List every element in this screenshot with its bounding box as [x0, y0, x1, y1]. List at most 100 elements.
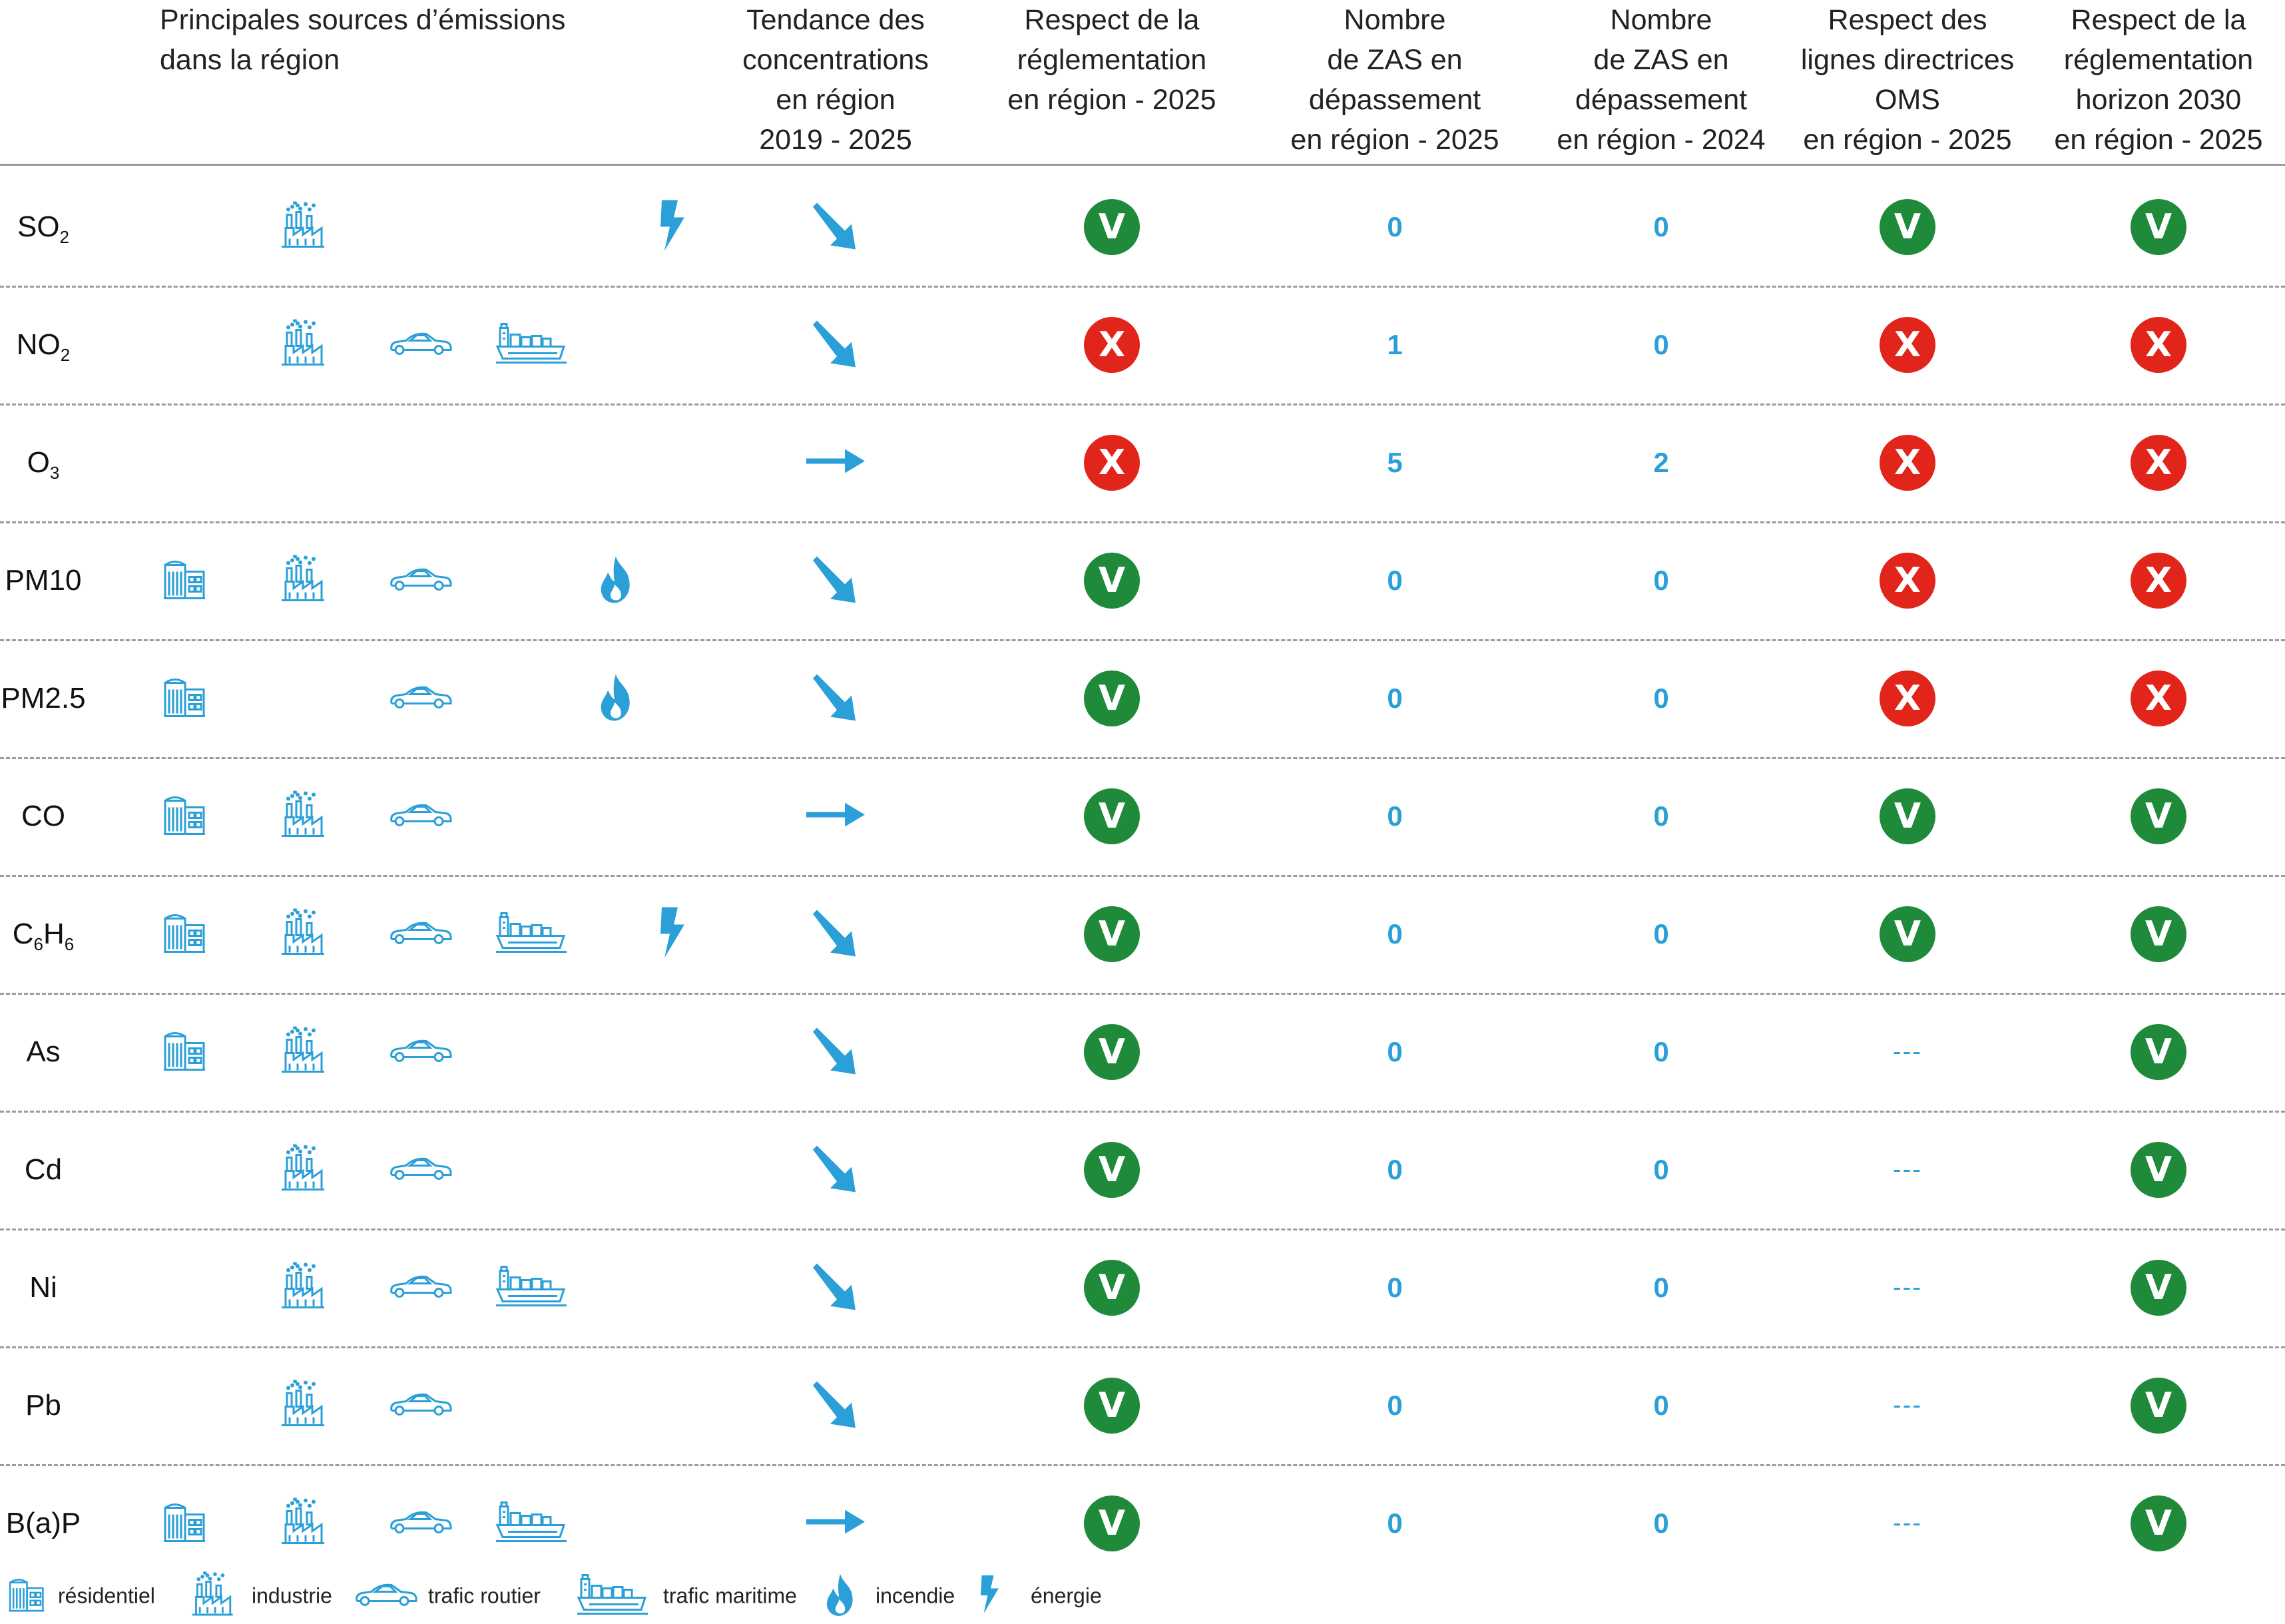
routier-icon	[387, 563, 454, 598]
trend-down-arrow-icon	[809, 1377, 862, 1434]
header-zas-2025-line: de ZAS en	[1327, 44, 1463, 76]
industrie-icon	[279, 1497, 327, 1549]
zas-2025-count: 0	[1387, 1035, 1403, 1067]
legend-industrie-icon	[190, 1571, 235, 1620]
row-divider	[0, 1111, 2285, 1113]
oms-fail-badge: X	[1880, 316, 1935, 373]
row-divider	[0, 1228, 2285, 1230]
horizon-2030-ok-badge: V	[2131, 788, 2186, 844]
industrie-icon	[279, 1143, 327, 1195]
header-sources: Principales sources d’émissions dans la …	[160, 0, 565, 80]
legend-residentiel-icon	[7, 1575, 47, 1618]
zas-2025-count: 5	[1387, 446, 1403, 478]
industrie-icon	[279, 790, 327, 842]
pollutant-name: NO2	[16, 328, 71, 365]
oms-fail-badge: X	[1880, 670, 1935, 726]
header-zas-2024-line: Nombre	[1610, 4, 1712, 36]
incendie-icon	[596, 553, 636, 607]
oms-not-applicable: ---	[1893, 1273, 1922, 1301]
header-sources-line: dans la région	[160, 44, 340, 76]
header-tendance-line: en région	[776, 84, 895, 116]
legend-label: industrie	[252, 1583, 332, 1608]
reglementation-ok-badge: V	[1084, 1259, 1140, 1316]
pollutant-name: Pb	[25, 1389, 61, 1422]
oms-fail-badge: X	[1880, 552, 1935, 609]
horizon-2030-ok-badge: V	[2131, 1495, 2186, 1551]
table-row: Cd V 0 0 --- V	[0, 1111, 2285, 1228]
horizon-2030-fail-badge: X	[2131, 434, 2186, 491]
pollutant-name: C6H6	[12, 918, 75, 954]
horizon-2030-ok-badge: V	[2131, 906, 2186, 962]
reglementation-ok-badge: V	[1084, 552, 1140, 609]
zas-2024-count: 0	[1653, 210, 1669, 242]
routier-icon	[387, 1152, 454, 1187]
header-horizon-2030-line: Respect de la	[2071, 4, 2246, 36]
oms-not-applicable: ---	[1893, 1037, 1922, 1065]
row-divider	[0, 993, 2285, 995]
trend-stable-arrow-icon	[805, 798, 866, 834]
trend-down-arrow-icon	[809, 1023, 862, 1080]
zas-2024-count: 2	[1653, 446, 1669, 478]
zas-2024-count: 0	[1653, 918, 1669, 949]
maritime-icon	[495, 321, 568, 368]
table-row: SO2 V 0 0 V V	[0, 168, 2285, 286]
industrie-icon	[279, 1379, 327, 1431]
reglementation-ok-badge: V	[1084, 670, 1140, 726]
row-divider	[0, 404, 2285, 406]
row-divider	[0, 757, 2285, 759]
legend-label: trafic routier	[428, 1583, 541, 1608]
legend-routier-icon	[353, 1579, 419, 1614]
industrie-icon	[279, 1261, 327, 1313]
industrie-icon	[279, 318, 327, 370]
reglementation-ok-badge: V	[1084, 1495, 1140, 1551]
oms-ok-badge: V	[1880, 198, 1935, 255]
maritime-icon	[495, 1264, 568, 1311]
table-row: As V 0 0 --- V	[0, 993, 2285, 1111]
header-reglementation-line: réglementation	[1017, 44, 1207, 76]
industrie-icon	[279, 554, 327, 606]
zas-2025-count: 0	[1387, 1271, 1403, 1303]
zas-2024-count: 0	[1653, 1507, 1669, 1539]
pollutant-name: CO	[21, 800, 65, 832]
header-tendance-line: concentrations	[742, 44, 929, 76]
routier-icon	[387, 1270, 454, 1305]
header-oms-line: en région - 2025	[1803, 124, 2012, 156]
header-reglementation-line: Respect de la	[1024, 4, 1200, 36]
trend-down-arrow-icon	[809, 316, 862, 373]
zas-2024-count: 0	[1653, 1153, 1669, 1185]
header-zas-2024-line: de ZAS en	[1593, 44, 1729, 76]
header-oms-line: OMS	[1875, 84, 1940, 116]
table-row: NO2 X 1 0 X X	[0, 286, 2285, 404]
trend-down-arrow-icon	[809, 906, 862, 962]
row-divider	[0, 521, 2285, 523]
legend: résidentiel industrie trafic routier tra…	[0, 1568, 2285, 1624]
residentiel-icon	[161, 791, 208, 841]
header-zas-2025-line: en région - 2025	[1290, 124, 1499, 156]
routier-icon	[387, 680, 454, 716]
header-horizon-2030: Respect de la réglementation horizon 203…	[2025, 0, 2285, 160]
incendie-icon	[596, 671, 636, 725]
header-zas-2025-line: dépassement	[1308, 84, 1481, 116]
pollutant-name: B(a)P	[5, 1507, 81, 1539]
routier-icon	[387, 1388, 454, 1423]
zas-2025-count: 0	[1387, 800, 1403, 832]
zas-2024-count: 0	[1653, 682, 1669, 714]
header-tendance-line: Tendance des	[746, 4, 925, 36]
header-zas-2025-line: Nombre	[1344, 4, 1446, 36]
reglementation-ok-badge: V	[1084, 788, 1140, 844]
table-row: PM10 V 0 0 X X	[0, 521, 2285, 639]
table-row: Ni V 0 0 --- V	[0, 1228, 2285, 1346]
horizon-2030-ok-badge: V	[2131, 1377, 2186, 1434]
reglementation-fail-badge: X	[1084, 316, 1140, 373]
residentiel-icon	[161, 909, 208, 959]
zas-2024-count: 0	[1653, 328, 1669, 360]
row-divider	[0, 1464, 2285, 1466]
zas-2024-count: 0	[1653, 1271, 1669, 1303]
horizon-2030-fail-badge: X	[2131, 316, 2186, 373]
oms-fail-badge: X	[1880, 434, 1935, 491]
industrie-icon	[279, 200, 327, 252]
trend-down-arrow-icon	[809, 1141, 862, 1198]
table-row: Pb V 0 0 --- V	[0, 1346, 2285, 1464]
zas-2025-count: 0	[1387, 918, 1403, 949]
header-tendance: Tendance des concentrations en région 20…	[702, 0, 969, 160]
